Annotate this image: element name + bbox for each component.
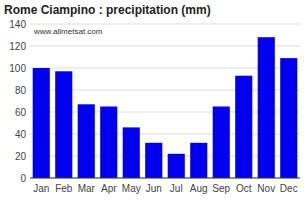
chart: Rome Ciampino : precipitation (mm) 0 20 40 6…	[0, 0, 306, 200]
bars	[33, 37, 298, 178]
bar	[168, 154, 185, 178]
y-tick-label: 20	[15, 151, 27, 162]
bar	[280, 58, 297, 178]
x-tick-label: Nov	[257, 183, 275, 194]
x-axis-line	[30, 178, 300, 179]
bar	[33, 68, 50, 178]
y-tick-label: 140	[9, 19, 26, 30]
grid-line	[30, 178, 300, 179]
bar	[190, 143, 207, 178]
bar	[213, 107, 230, 179]
y-tick-label: 120	[9, 41, 26, 52]
y-tick-label: 0	[20, 173, 26, 184]
bar	[55, 71, 72, 178]
bar	[235, 76, 252, 178]
bar	[145, 143, 162, 178]
x-tick-label: Jan	[33, 183, 49, 194]
grid-line	[30, 24, 300, 25]
x-tick-label: Mar	[78, 183, 96, 194]
x-tick-label: May	[122, 183, 141, 194]
x-tick-label: Sep	[212, 183, 230, 194]
chart-container: Rome Ciampino : precipitation (mm) 0 20 40 6…	[0, 0, 306, 200]
x-tick-label: Feb	[55, 183, 73, 194]
x-tick-label: Oct	[236, 183, 252, 194]
bar	[100, 107, 117, 179]
y-tick-label: 100	[9, 63, 26, 74]
bar	[258, 37, 275, 178]
x-tick-label: Apr	[101, 183, 117, 194]
y-tick-label: 40	[15, 129, 27, 140]
y-tick-label: 60	[15, 107, 27, 118]
x-axis: Jan Feb Mar Apr May Jun Jul Aug Sep Oct Nov Dec	[33, 183, 297, 194]
y-tick-label: 80	[15, 85, 27, 96]
title: Rome Ciampino : precipitation (mm)	[4, 3, 211, 17]
x-tick-label: Dec	[280, 183, 298, 194]
bar	[123, 127, 140, 178]
x-tick-label: Jun	[146, 183, 162, 194]
annotation: www.allmetsat.com	[33, 27, 103, 36]
x-tick-label: Aug	[190, 183, 208, 194]
y-axis: 0 20 40 60 80 100 120 140	[9, 19, 300, 184]
bar	[78, 104, 95, 178]
x-tick-label: Jul	[170, 183, 183, 194]
